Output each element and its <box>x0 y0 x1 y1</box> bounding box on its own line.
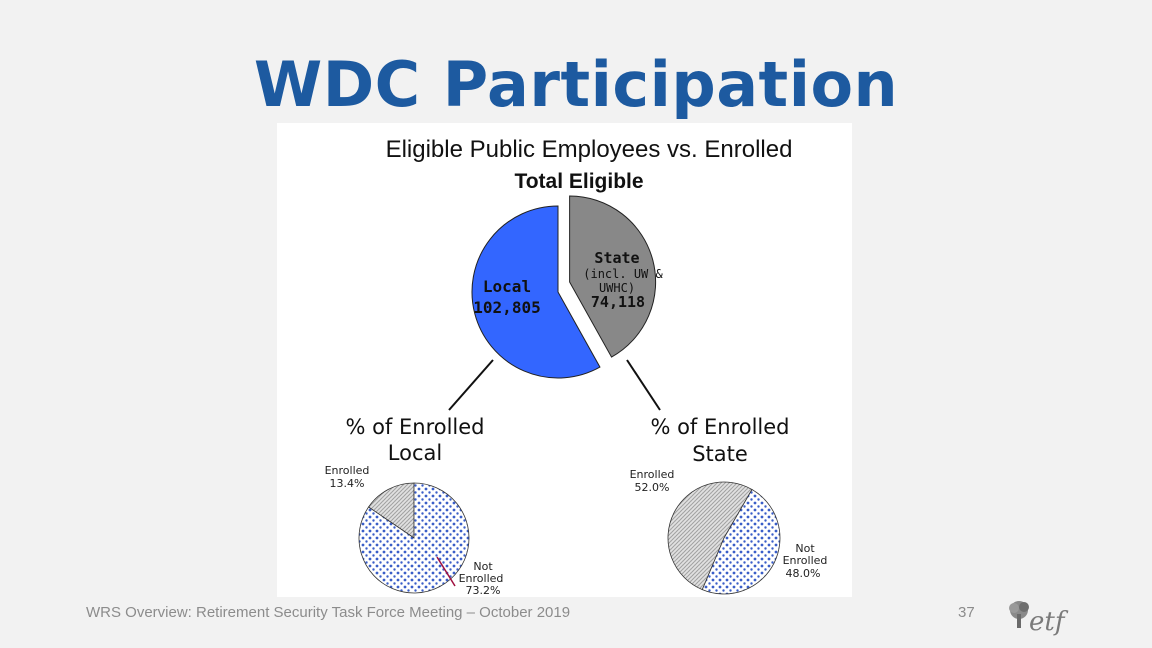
main-chart-title: Eligible Public Employees vs. Enrolled <box>386 136 793 163</box>
state-enrolled-value: 52.0% <box>635 481 670 494</box>
slice-label-state-name: State <box>594 249 639 267</box>
slice-label-state-sub2: UWHC) <box>599 281 635 295</box>
slice-label-local-value: 102,805 <box>473 298 540 317</box>
state-not-enrolled-label-2: Enrolled <box>783 554 828 567</box>
pie-charts-svg: Eligible Public Employees vs. Enrolled T… <box>325 136 828 597</box>
etf-logo-icon: etf <box>1009 601 1069 637</box>
main-chart-subtitle: Total Eligible <box>514 170 643 193</box>
slice-label-state-value: 74,118 <box>591 293 645 311</box>
pie-slice-local <box>471 205 601 379</box>
pie-slice-state-not-enrolled <box>701 488 781 595</box>
state-chart-title: % of Enrolled <box>650 415 789 439</box>
connector-line-local <box>448 359 494 411</box>
slide-title: WDC Participation <box>253 48 899 121</box>
state-not-enrolled-value: 48.0% <box>786 567 821 580</box>
local-enrolled-value: 13.4% <box>330 477 365 490</box>
local-not-enrolled-value: 73.2% <box>466 584 501 597</box>
page-number: 37 <box>958 604 975 621</box>
slice-label-state-sub1: (incl. UW & <box>583 267 663 281</box>
logo-text: etf <box>1029 607 1069 637</box>
local-chart-title: % of Enrolled <box>345 415 484 439</box>
pie-slice-state-enrolled <box>667 481 753 591</box>
slice-label-local-name: Local <box>483 277 531 296</box>
state-chart-title-2: State <box>692 442 748 466</box>
footer-text: WRS Overview: Retirement Security Task F… <box>86 604 571 621</box>
state-not-enrolled-label: Not <box>795 542 815 555</box>
local-not-enrolled-label: Not <box>473 560 493 573</box>
local-enrolled-label: Enrolled <box>325 464 370 477</box>
pie-slice-state <box>569 195 657 358</box>
local-chart-title-2: Local <box>388 441 442 465</box>
connector-line-state <box>626 359 661 411</box>
pie-slice-local-enrolled <box>368 482 415 539</box>
local-not-enrolled-label-2: Enrolled <box>459 572 504 585</box>
local-not-enrolled-leader <box>436 556 456 587</box>
state-enrolled-label: Enrolled <box>630 468 675 481</box>
chart-figure: Eligible Public Employees vs. Enrolled T… <box>277 123 852 597</box>
